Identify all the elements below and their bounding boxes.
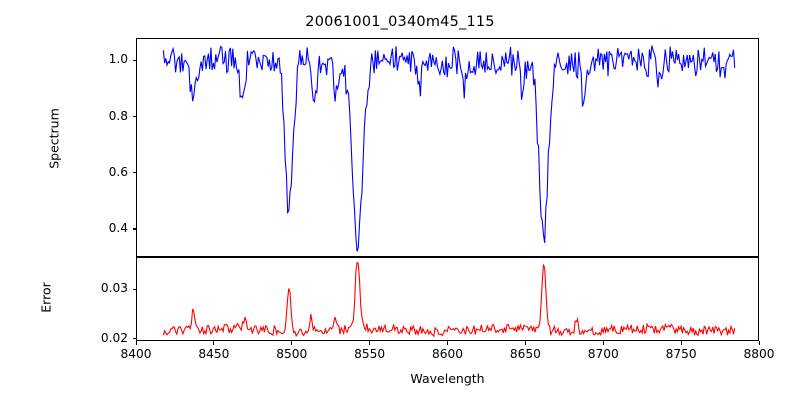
x-tick-mark <box>135 341 137 345</box>
x-tick-mark <box>680 341 682 345</box>
x-tick-mark <box>602 341 604 345</box>
spectrum-y-tick-label: 0.8 <box>108 108 128 123</box>
x-tick-label: 8550 <box>354 347 386 361</box>
x-tick-mark <box>758 341 760 345</box>
x-tick-label: 8800 <box>743 347 775 361</box>
error-y-tick-mark <box>132 288 136 290</box>
spectrum-y-axis-label: Spectrum <box>46 108 62 169</box>
x-tick-label: 8750 <box>665 347 697 361</box>
x-tick-mark <box>524 341 526 345</box>
error-y-tick-label: 0.03 <box>100 281 128 296</box>
x-axis-label: Wavelength <box>410 371 485 386</box>
error-panel <box>136 257 759 341</box>
x-tick-mark <box>447 341 449 345</box>
spectrum-panel <box>136 38 759 257</box>
x-tick-mark <box>291 341 293 345</box>
x-tick-label: 8650 <box>509 347 541 361</box>
error-data-line <box>162 261 736 338</box>
spectrum-y-tick-mark <box>132 228 136 230</box>
spectrum-y-tick-mark <box>132 116 136 118</box>
x-tick-mark <box>213 341 215 345</box>
spectrum-y-tick-mark <box>132 59 136 62</box>
spectrum-line-plot <box>162 45 736 252</box>
x-tick-label: 8450 <box>198 347 230 361</box>
error-y-axis-label: Error <box>38 282 54 313</box>
x-tick-label: 8700 <box>587 347 619 361</box>
x-tick-label: 8500 <box>276 347 308 361</box>
spectrum-y-tick-label: 1.0 <box>108 52 128 67</box>
x-tick-mark <box>369 341 371 345</box>
spectrum-y-tick-label: 0.4 <box>108 220 128 235</box>
plot-title: 20061001_0340m45_115 <box>305 14 495 30</box>
x-tick-label: 8400 <box>120 347 152 361</box>
error-y-tick-mark <box>132 338 136 340</box>
x-tick-label: 8600 <box>431 347 464 361</box>
spectrum-data-line <box>162 45 736 252</box>
error-line-plot <box>162 261 736 338</box>
error-y-tick-label: 0.02 <box>100 330 128 345</box>
spectrum-y-tick-mark <box>132 172 136 174</box>
spectrum-y-tick-label: 0.6 <box>108 164 128 179</box>
